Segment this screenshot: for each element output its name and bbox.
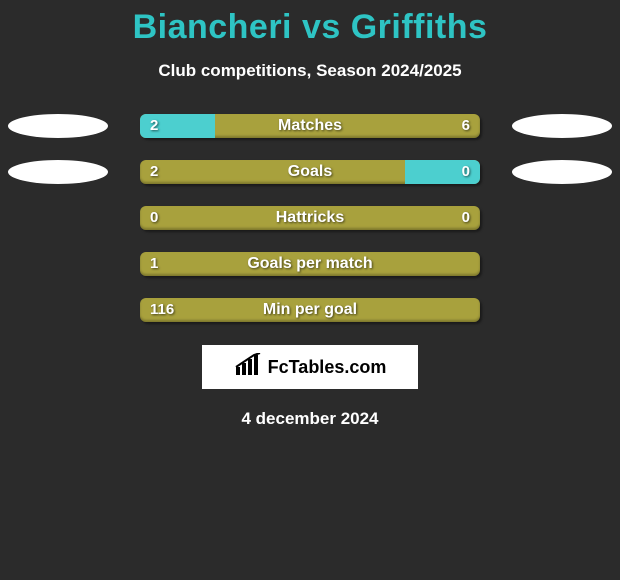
stat-row: 0 0 Hattricks (0, 205, 620, 231)
stat-value-left: 0 (140, 206, 168, 230)
stat-label: Goals per match (140, 252, 480, 276)
page-title: Biancheri vs Griffiths (0, 0, 620, 47)
stat-value-left: 2 (140, 160, 168, 184)
stat-row: 2 6 Matches (0, 113, 620, 139)
stat-value-right: 6 (452, 114, 480, 138)
player-left-oval (8, 160, 108, 184)
stat-value-right (460, 252, 480, 276)
stat-label: Min per goal (140, 298, 480, 322)
stat-value-right: 0 (452, 160, 480, 184)
stat-value-left: 116 (140, 298, 184, 322)
stat-row: 116 Min per goal (0, 297, 620, 323)
stat-value-left: 1 (140, 252, 168, 276)
player-left-oval (8, 114, 108, 138)
stat-bar: 2 6 Matches (140, 114, 480, 138)
stat-bar: 2 0 Goals (140, 160, 480, 184)
stat-value-left: 2 (140, 114, 168, 138)
stat-row: 2 0 Goals (0, 159, 620, 185)
logo-box: FcTables.com (202, 345, 418, 389)
stat-value-right: 0 (452, 206, 480, 230)
chart-icon (234, 353, 264, 382)
player-right-oval (512, 160, 612, 184)
page-subtitle: Club competitions, Season 2024/2025 (0, 61, 620, 81)
date-display: 4 december 2024 (0, 409, 620, 429)
stat-bar: 0 0 Hattricks (140, 206, 480, 230)
stat-row: 1 Goals per match (0, 251, 620, 277)
stat-label: Hattricks (140, 206, 480, 230)
stat-bar: 116 Min per goal (140, 298, 480, 322)
comparison-infographic: Biancheri vs Griffiths Club competitions… (0, 0, 620, 580)
stat-value-right (460, 298, 480, 322)
stats-rows: 2 6 Matches 2 0 Goals 0 (0, 113, 620, 323)
stat-bar: 1 Goals per match (140, 252, 480, 276)
player-right-oval (512, 114, 612, 138)
logo-text: FcTables.com (268, 357, 387, 378)
